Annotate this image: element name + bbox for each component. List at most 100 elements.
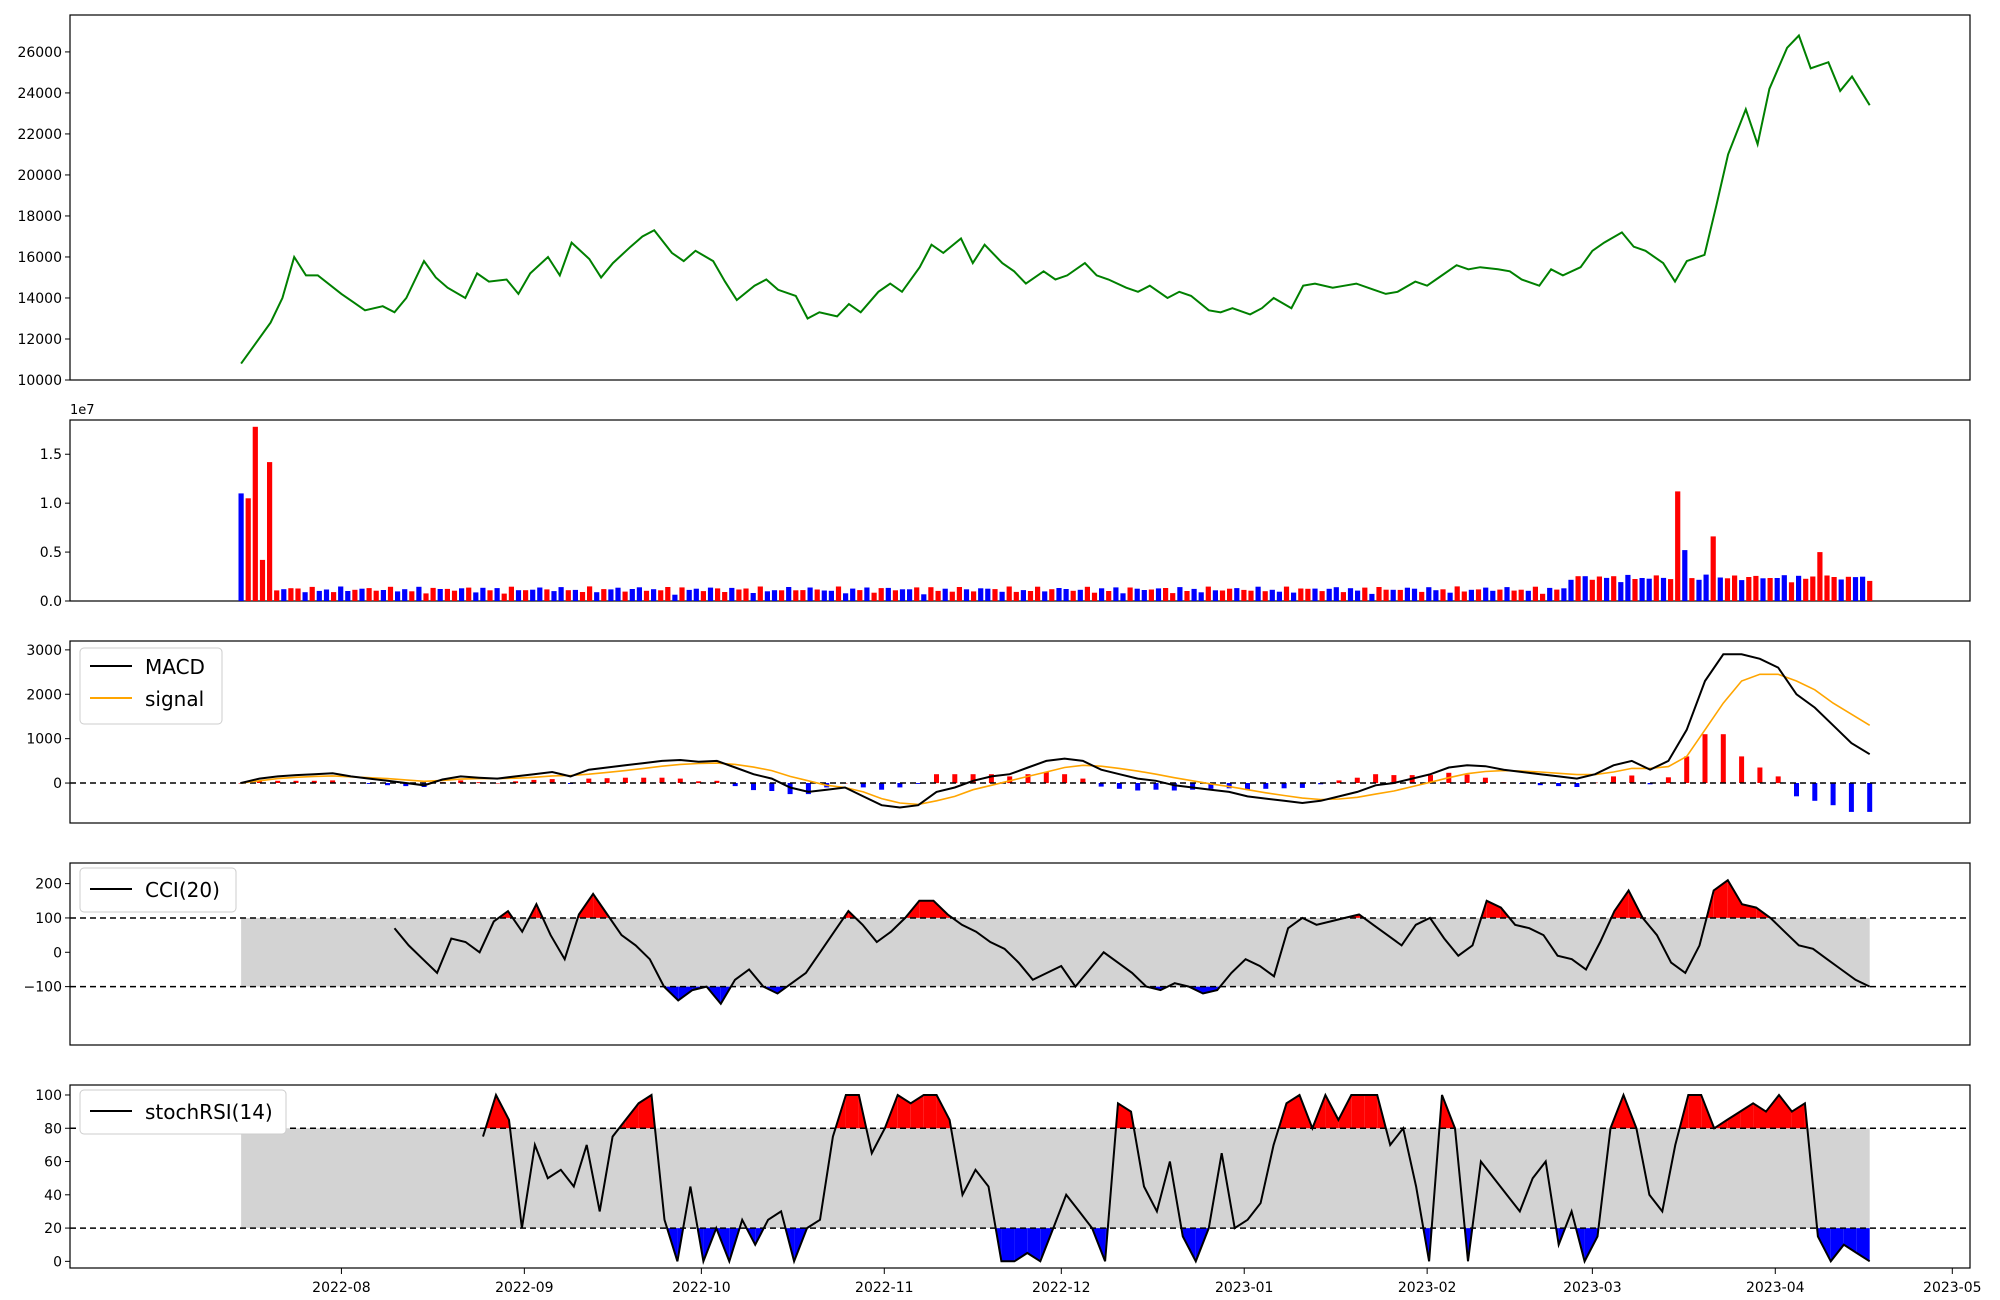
volume-bar xyxy=(331,592,337,601)
macd-histogram-bar xyxy=(403,783,409,787)
macd-histogram-bar xyxy=(1062,774,1068,784)
volume-bar xyxy=(1077,589,1083,601)
macd-line xyxy=(240,653,1871,809)
volume-bar xyxy=(444,588,450,601)
cci-legend: CCI(20) xyxy=(79,867,237,913)
macd-histogram-bar xyxy=(970,774,976,784)
stochrsi-overbought-fill xyxy=(638,1095,652,1129)
volume-bar xyxy=(1511,590,1517,601)
macd-histogram-bar xyxy=(860,783,866,788)
volume-bar xyxy=(1319,591,1325,601)
cci-overbought-fill xyxy=(1486,900,1501,918)
volume-bar xyxy=(1646,578,1652,601)
volume-bar xyxy=(835,586,842,601)
volume-bar xyxy=(700,591,706,601)
volume-bar xyxy=(1234,588,1240,601)
y-tick-label: 1000 xyxy=(26,732,62,748)
volume-bar xyxy=(1056,588,1062,601)
volume-bar xyxy=(338,586,344,601)
volume-bar xyxy=(750,593,756,601)
volume-bar xyxy=(1227,588,1233,601)
volume-bar xyxy=(1291,592,1297,601)
volume-bar xyxy=(1632,579,1638,601)
macd-histogram-bar xyxy=(1080,778,1086,783)
volume-bar xyxy=(259,559,266,601)
macd-histogram-bar xyxy=(1556,783,1562,787)
volume-bar xyxy=(1084,586,1090,601)
macd-panel: 0 1000 2000 3000 xyxy=(26,640,1971,824)
volume-bar xyxy=(885,587,891,601)
volume-bar xyxy=(1063,589,1069,601)
macd-histogram-bar xyxy=(1848,783,1854,812)
volume-bar xyxy=(1262,591,1268,601)
volume-bar xyxy=(1810,576,1816,601)
volume-bar xyxy=(1163,588,1169,601)
volume-bar xyxy=(707,587,714,601)
volume-bar xyxy=(1689,578,1695,601)
macd-histogram-bar xyxy=(366,783,372,784)
volume-bar xyxy=(601,589,607,601)
volume-bar xyxy=(928,587,934,601)
volume-bar xyxy=(814,589,820,601)
volume-bar xyxy=(1305,588,1311,601)
volume-bar xyxy=(1568,579,1574,601)
macd-histogram-bar xyxy=(1354,777,1360,783)
y-tick-label: 16000 xyxy=(17,250,62,266)
volume-bar xyxy=(608,589,614,601)
volume-bar xyxy=(651,589,657,601)
macd-histogram-bar xyxy=(659,777,665,783)
volume-bar xyxy=(629,589,635,601)
macd-histogram-bar xyxy=(1043,772,1049,784)
macd-histogram-bar xyxy=(696,781,702,784)
volume-bar xyxy=(1269,589,1275,601)
volume-bar xyxy=(686,589,692,601)
volume-bar xyxy=(1475,589,1482,601)
x-tick-label: 2023-05 xyxy=(1923,1280,1982,1296)
volume-bar xyxy=(316,590,322,601)
volume-bar xyxy=(1596,576,1602,601)
volume-bar xyxy=(466,587,472,601)
macd-histogram-bar xyxy=(1153,783,1159,790)
cci-line xyxy=(393,878,1871,1006)
volume-bar xyxy=(729,587,735,601)
volume-bar xyxy=(409,591,415,601)
volume-bar xyxy=(1120,593,1126,601)
volume-bar xyxy=(1746,577,1752,601)
y-tick-label: 18000 xyxy=(17,209,62,225)
macd-plot-frame xyxy=(69,640,1971,824)
stochrsi-overbought-fill xyxy=(845,1095,859,1129)
volume-bar xyxy=(1404,587,1410,601)
y-tick-label: 100 xyxy=(35,1088,62,1104)
stochrsi-overbought-fill xyxy=(1286,1095,1300,1129)
volume-bar xyxy=(1717,577,1723,601)
volume-bar xyxy=(899,589,906,601)
volume-bar xyxy=(1106,591,1112,601)
macd-histogram-bar xyxy=(1299,783,1305,788)
volume-bar xyxy=(537,587,543,601)
x-tick-label: 2022-12 xyxy=(1032,1280,1091,1296)
stochrsi-oversold-fill xyxy=(1830,1228,1844,1262)
volume-bar xyxy=(565,590,571,601)
volume-bar xyxy=(1668,579,1674,601)
volume-bar xyxy=(1035,586,1041,601)
volume-bar xyxy=(736,589,742,601)
volume-bar xyxy=(459,588,465,601)
volume-bar xyxy=(558,587,564,601)
volume-bar xyxy=(1781,575,1787,601)
volume-bar xyxy=(1191,588,1197,601)
macd-histogram-bar xyxy=(1190,783,1196,790)
volume-bar xyxy=(309,586,315,601)
volume-bar xyxy=(622,591,628,601)
cci-overbought-fill xyxy=(919,900,934,918)
macd-histogram-bar xyxy=(531,779,537,783)
volume-bar xyxy=(828,590,834,601)
volume-bar xyxy=(1696,579,1702,601)
volume-bar xyxy=(423,593,429,601)
volume-panel: 1e7 0.0 0.5 1.0 1.5 xyxy=(40,403,1971,610)
volume-bar xyxy=(1205,586,1211,601)
volume-bar xyxy=(1532,586,1538,601)
volume-offset-label: 1e7 xyxy=(70,403,95,418)
volume-bar xyxy=(508,586,514,601)
volume-bar xyxy=(1362,587,1368,601)
volume-bar xyxy=(302,592,308,601)
